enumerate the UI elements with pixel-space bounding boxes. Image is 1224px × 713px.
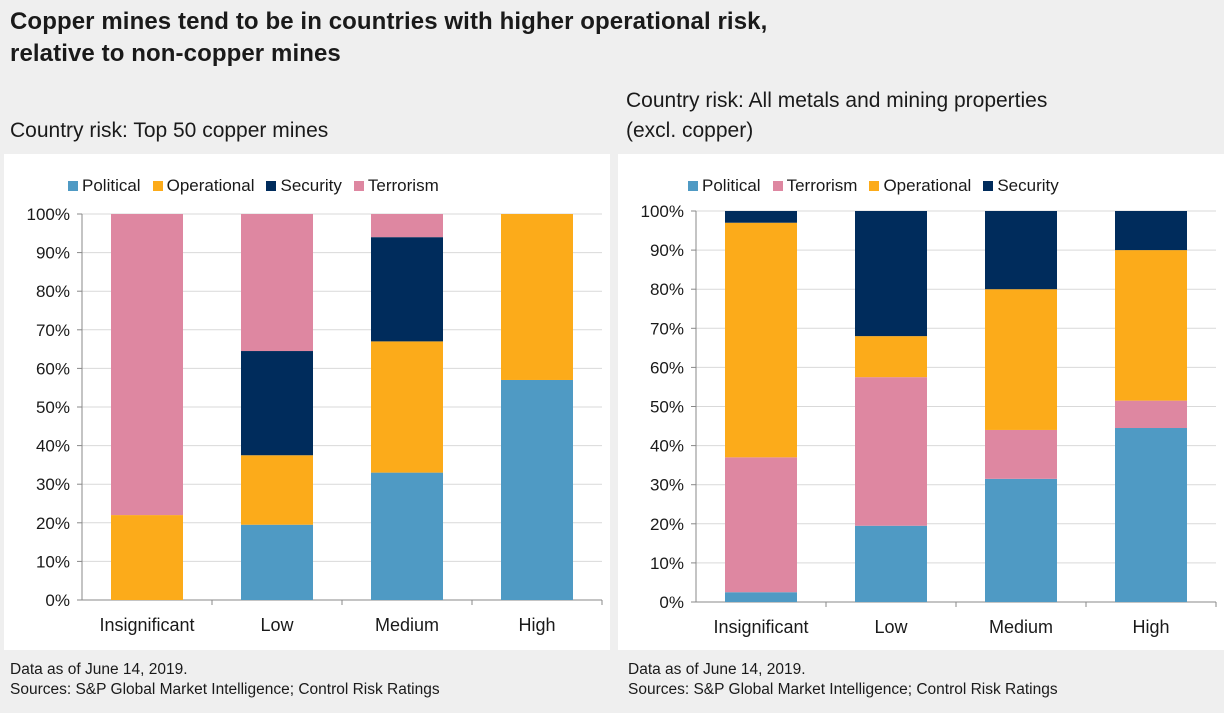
y-tick-label: 80% bbox=[36, 282, 70, 301]
legend-item-terrorism: Terrorism bbox=[353, 176, 439, 196]
bar-segment-political bbox=[725, 592, 797, 602]
legend-item-political: Political bbox=[688, 176, 761, 196]
y-tick-label: 10% bbox=[36, 552, 70, 571]
legend-swatch bbox=[772, 181, 783, 191]
y-tick-label: 50% bbox=[650, 398, 684, 417]
y-tick-label: 10% bbox=[650, 554, 684, 573]
y-tick-label: 60% bbox=[650, 358, 684, 377]
legend-item-security: Security bbox=[266, 176, 342, 196]
chart-1-date-note: Data as of June 14, 2019. bbox=[10, 661, 188, 678]
bar-segment-operational bbox=[501, 214, 573, 380]
bar-segment-security bbox=[985, 211, 1057, 290]
bar-segment-operational bbox=[1115, 250, 1187, 401]
y-tick-label: 70% bbox=[36, 321, 70, 340]
y-tick-label: 20% bbox=[650, 515, 684, 534]
y-tick-label: 100% bbox=[27, 205, 70, 224]
bar-segment-operational bbox=[855, 336, 927, 378]
chart-2-subtitle: Country risk: All metals and mining prop… bbox=[626, 89, 1048, 142]
legend-label: Terrorism bbox=[367, 176, 439, 195]
x-category-label: High bbox=[1132, 617, 1169, 637]
bar-segment-political bbox=[501, 379, 573, 600]
legend-item-terrorism: Terrorism bbox=[772, 176, 858, 196]
y-tick-label: 60% bbox=[36, 359, 70, 378]
legend-label: Political bbox=[82, 176, 141, 195]
y-tick-label: 0% bbox=[659, 593, 684, 612]
bar-segment-operational bbox=[111, 515, 183, 600]
y-tick-label: 30% bbox=[36, 475, 70, 494]
x-category-label: High bbox=[518, 615, 555, 635]
y-tick-label: 100% bbox=[641, 202, 684, 221]
page-title-line-1: Copper mines tend to be in countries wit… bbox=[10, 8, 768, 35]
chart-1-legend: Political Operational Security Terrorism bbox=[68, 176, 439, 196]
legend-swatch bbox=[266, 181, 277, 191]
legend-item-security: Security bbox=[983, 176, 1059, 196]
legend-label: Operational bbox=[883, 176, 972, 195]
y-tick-label: 20% bbox=[36, 514, 70, 533]
y-tick-label: 50% bbox=[36, 398, 70, 417]
chart-2-panel: 0% 10% 20% 30% 40% 50% 60% 70% 80% 90% 100% Insigni… bbox=[618, 154, 1224, 650]
y-tick-label: 40% bbox=[36, 437, 70, 456]
bar-segment-political bbox=[985, 478, 1057, 602]
bar-segment-operational bbox=[241, 455, 313, 525]
x-category-label: Low bbox=[260, 615, 294, 635]
bar-segment-terrorism bbox=[371, 214, 443, 238]
legend-label: Operational bbox=[166, 176, 255, 195]
legend-label: Terrorism bbox=[786, 176, 858, 195]
bar-segment-security bbox=[371, 237, 443, 342]
bar-segment-political bbox=[241, 524, 313, 600]
legend-label: Security bbox=[997, 176, 1059, 195]
legend-item-political: Political bbox=[68, 176, 141, 196]
chart-1-svg: 0% 10% 20% 30% 40% 50% 60% 70% 80% 90% 100% Insigni… bbox=[27, 205, 603, 635]
bar-segment-operational bbox=[725, 222, 797, 458]
x-category-label: Medium bbox=[375, 615, 439, 635]
chart-1-subtitle: Country risk: Top 50 copper mines bbox=[10, 119, 329, 142]
chart-2-legend: Political Terrorism Operational Security bbox=[688, 176, 1059, 196]
bar-segment-operational bbox=[371, 341, 443, 473]
page-title: Copper mines tend to be in countries wit… bbox=[10, 6, 767, 70]
y-tick-label: 0% bbox=[45, 591, 70, 610]
chart-1-sources-note: Sources: S&P Global Market Intelligence;… bbox=[10, 681, 440, 698]
bar-segment-terrorism bbox=[111, 214, 183, 516]
bar-segment-security bbox=[241, 351, 313, 456]
chart-2-sources-note: Sources: S&P Global Market Intelligence;… bbox=[628, 681, 1058, 698]
chart-2-date-note: Data as of June 14, 2019. bbox=[628, 661, 806, 678]
legend-swatch bbox=[869, 181, 880, 191]
bar-segment-political bbox=[1115, 428, 1187, 602]
y-tick-label: 70% bbox=[650, 319, 684, 338]
bar-segment-operational bbox=[985, 289, 1057, 430]
y-tick-label: 90% bbox=[650, 241, 684, 260]
legend-swatch bbox=[983, 181, 994, 191]
legend-label: Security bbox=[280, 176, 342, 195]
x-category-label: Insignificant bbox=[99, 615, 194, 635]
legend-item-operational: Operational bbox=[869, 176, 971, 196]
y-tick-label: 40% bbox=[650, 437, 684, 456]
bar-segment-terrorism bbox=[985, 429, 1057, 479]
legend-swatch bbox=[152, 181, 163, 191]
legend-swatch bbox=[688, 181, 698, 191]
chart-1-panel: 0% 10% 20% 30% 40% 50% 60% 70% 80% 90% 100% Insigni… bbox=[4, 154, 610, 650]
chart-2-svg: 0% 10% 20% 30% 40% 50% 60% 70% 80% 90% 100% Insigni… bbox=[641, 202, 1217, 637]
bar-segment-terrorism bbox=[855, 377, 927, 526]
x-category-label: Insignificant bbox=[713, 617, 808, 637]
chart-1-footnote: Data as of June 14, 2019. Sources: S&P G… bbox=[10, 660, 440, 700]
bar-segment-security bbox=[725, 211, 797, 223]
legend-swatch bbox=[68, 181, 78, 191]
x-category-label: Low bbox=[874, 617, 908, 637]
page-title-line-2: relative to non-copper mines bbox=[10, 40, 341, 67]
y-tick-label: 90% bbox=[36, 244, 70, 263]
bar-segment-political bbox=[855, 525, 927, 602]
bar-segment-terrorism bbox=[241, 214, 313, 352]
bar-segment-terrorism bbox=[725, 457, 797, 593]
legend-item-operational: Operational bbox=[152, 176, 255, 196]
legend-swatch bbox=[353, 181, 364, 191]
bar-segment-security bbox=[855, 211, 927, 337]
legend-label: Political bbox=[702, 176, 761, 195]
chart-2-footnote: Data as of June 14, 2019. Sources: S&P G… bbox=[628, 660, 1058, 700]
bar-segment-terrorism bbox=[1115, 400, 1187, 429]
bar-segment-political bbox=[371, 472, 443, 600]
x-category-label: Medium bbox=[989, 617, 1053, 637]
bar-segment-security bbox=[1115, 211, 1187, 251]
y-tick-label: 30% bbox=[650, 476, 684, 495]
y-tick-label: 80% bbox=[650, 280, 684, 299]
